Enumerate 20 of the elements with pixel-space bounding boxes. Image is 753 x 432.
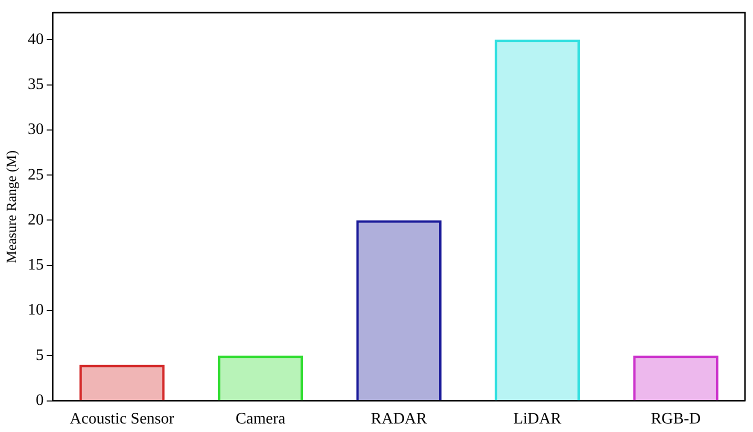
x-tick-label: RGB-D [650, 410, 701, 428]
y-tick-label: 30 [28, 121, 44, 138]
bar [356, 220, 442, 400]
y-tick-label: 10 [28, 302, 44, 319]
x-tick-label: Acoustic Sensor [70, 410, 175, 428]
x-tick-label: LiDAR [513, 410, 562, 428]
x-tick-label: RADAR [370, 410, 428, 428]
y-tick-label: 0 [36, 392, 44, 410]
bar [633, 356, 718, 400]
y-tick-label: 25 [28, 166, 44, 184]
y-tick-label: 40 [28, 30, 44, 48]
bar [218, 356, 304, 400]
bar [79, 364, 165, 400]
x-tick-label: Camera [236, 410, 286, 428]
y-tick-label: 5 [36, 346, 44, 364]
bar [494, 40, 580, 400]
y-tick-label: 15 [28, 256, 44, 274]
y-tick-label: 35 [28, 76, 44, 94]
y-axis-title: Measure Range (M) [5, 150, 20, 264]
y-tick-label: 20 [28, 211, 44, 228]
